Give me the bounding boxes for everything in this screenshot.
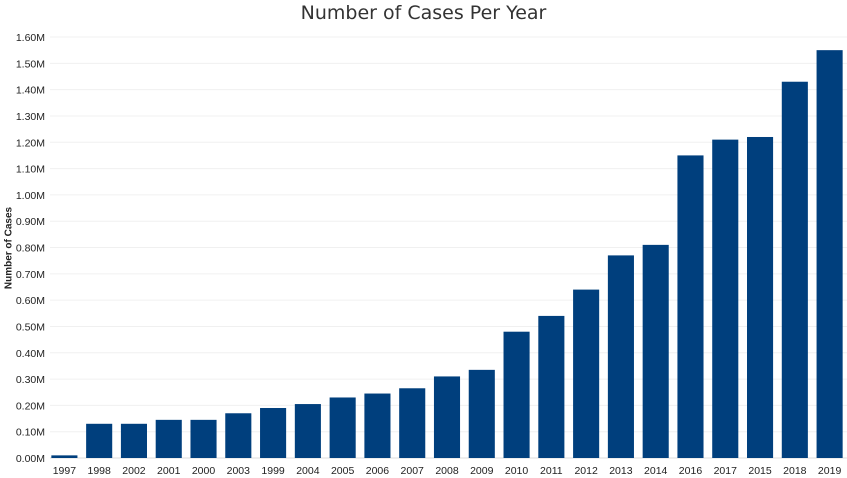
- bar-1998: [86, 423, 113, 458]
- y-tick-label: 0.30M: [16, 374, 45, 386]
- y-tick-label: 0.50M: [16, 321, 45, 333]
- x-tick-label: 2011: [540, 465, 563, 477]
- bar-2010: [503, 331, 530, 458]
- y-tick-label: 1.40M: [16, 85, 45, 97]
- bar-2003: [225, 413, 252, 458]
- x-tick-label: 1998: [87, 465, 111, 477]
- x-tick-label: 2008: [435, 465, 459, 477]
- y-tick-label: 0.00M: [16, 453, 45, 465]
- bar-2018: [781, 81, 808, 458]
- x-tick-label: 2000: [192, 465, 216, 477]
- y-tick-label: 1.10M: [16, 164, 45, 176]
- y-tick-label: 0.90M: [16, 216, 45, 228]
- x-tick-label: 2004: [296, 465, 320, 477]
- y-tick-label: 1.30M: [16, 111, 45, 123]
- chart-title: Number of Cases Per Year: [300, 2, 547, 24]
- bar-2006: [364, 393, 391, 458]
- x-tick-label: 1999: [261, 465, 285, 477]
- x-tick-label: 2010: [505, 465, 529, 477]
- bars: [51, 50, 843, 459]
- bar-2000: [190, 419, 217, 458]
- x-tick-label: 2002: [122, 465, 146, 477]
- bar-2007: [399, 388, 426, 458]
- y-tick-label: 0.20M: [16, 400, 45, 412]
- y-axis-ticks: 0.00M 0.10M 0.20M 0.30M 0.40M 0.50M 0.60M 0.70M…: [16, 32, 45, 465]
- bar-2014: [642, 244, 669, 458]
- bar-2008: [433, 376, 461, 458]
- bar-2013: [607, 255, 634, 458]
- x-tick-label: 2006: [366, 465, 390, 477]
- bar-2017: [712, 139, 739, 458]
- bar-2012: [573, 289, 600, 458]
- y-tick-label: 0.10M: [16, 427, 45, 439]
- y-tick-label: 1.00M: [16, 190, 45, 202]
- y-tick-label: 0.60M: [16, 295, 45, 307]
- bar-2015: [747, 136, 774, 459]
- bar-2002: [120, 423, 147, 458]
- y-tick-label: 1.50M: [16, 58, 45, 70]
- x-tick-label: 2016: [679, 465, 703, 477]
- x-tick-label: 2005: [331, 465, 355, 477]
- y-tick-label: 0.70M: [16, 269, 45, 281]
- x-tick-label: 1997: [53, 465, 77, 477]
- bar-2001: [155, 419, 182, 458]
- bar-2009: [468, 369, 495, 458]
- x-tick-label: 2018: [783, 465, 807, 477]
- y-tick-label: 0.40M: [16, 348, 45, 360]
- bar-2005: [329, 397, 356, 458]
- x-tick-label: 2007: [401, 465, 425, 477]
- x-tick-label: 2015: [748, 465, 772, 477]
- x-axis-ticks: 1997 1998 2002 2001 2000 2003 1999 2004 2005 2006…: [53, 465, 842, 477]
- x-tick-label: 2013: [609, 465, 633, 477]
- x-tick-label: 2003: [227, 465, 251, 477]
- bar-2004: [294, 404, 321, 458]
- bar-2016: [677, 155, 704, 458]
- bar-1997: [51, 455, 78, 458]
- x-tick-label: 2017: [714, 465, 738, 477]
- y-tick-label: 1.60M: [16, 32, 45, 44]
- x-tick-label: 2001: [157, 465, 181, 477]
- bar-2019: [816, 50, 843, 458]
- bar-2011: [538, 315, 565, 458]
- x-tick-label: 2012: [574, 465, 598, 477]
- x-tick-label: 2019: [818, 465, 842, 477]
- y-tick-label: 1.20M: [16, 137, 45, 149]
- x-tick-label: 2009: [470, 465, 494, 477]
- y-tick-label: 0.80M: [16, 243, 45, 255]
- bar-1999: [260, 408, 287, 458]
- x-tick-label: 2014: [644, 465, 668, 477]
